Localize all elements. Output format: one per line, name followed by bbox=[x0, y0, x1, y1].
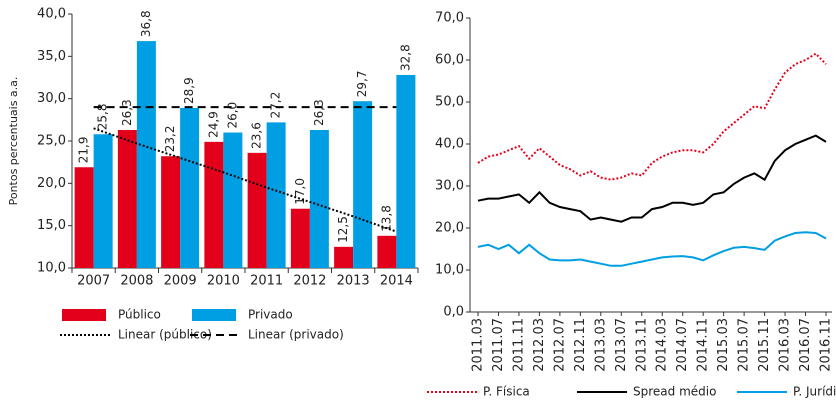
y-tick-label: 35,0 bbox=[37, 49, 66, 64]
y-tick-label: 15,0 bbox=[37, 218, 66, 233]
y-tick-label: 40,0 bbox=[37, 7, 66, 22]
y-tick-label: 20,0 bbox=[435, 221, 464, 236]
y-tick-label: 40,0 bbox=[435, 137, 464, 152]
value-label: 26,0 bbox=[225, 102, 239, 129]
bar bbox=[204, 141, 224, 268]
x-tick-label: 2011.11 bbox=[511, 318, 526, 372]
y-tick-label: 25,0 bbox=[37, 134, 66, 149]
x-tick-label: 2015.07 bbox=[737, 318, 752, 372]
trend-line bbox=[93, 127, 397, 233]
x-tick-label: 2015.03 bbox=[716, 318, 731, 372]
bar bbox=[247, 152, 267, 268]
bar bbox=[396, 74, 416, 269]
bar bbox=[180, 107, 200, 268]
series-line bbox=[477, 134, 827, 223]
y-tick-label: 70,0 bbox=[435, 11, 464, 26]
x-tick-label: 2013 bbox=[337, 274, 370, 289]
x-tick-label: 2013.07 bbox=[614, 318, 629, 372]
x-tick-label: 2016.03 bbox=[778, 318, 793, 372]
x-tick-label: 2013.03 bbox=[593, 318, 608, 372]
x-tick-label: 2011.07 bbox=[491, 318, 506, 372]
bar bbox=[334, 246, 354, 268]
legend-label: Linear (privado) bbox=[248, 328, 344, 342]
x-tick-label: 2008 bbox=[120, 274, 153, 289]
bar bbox=[309, 129, 329, 268]
x-tick-label: 2011 bbox=[250, 274, 283, 289]
x-tick-label: 2010 bbox=[207, 274, 240, 289]
value-label: 28,9 bbox=[182, 77, 196, 104]
x-tick-label: 2016.11 bbox=[819, 318, 834, 372]
bar bbox=[290, 208, 310, 268]
x-tick-label: 2011.03 bbox=[471, 318, 486, 372]
value-label: 26,3 bbox=[120, 99, 134, 126]
y-tick-label: 10,0 bbox=[435, 263, 464, 278]
value-label: 32,8 bbox=[398, 44, 412, 71]
bar bbox=[136, 41, 156, 268]
bar bbox=[266, 122, 286, 268]
legend-label: Spread médio bbox=[633, 385, 716, 399]
x-tick-label: 2014.07 bbox=[675, 318, 690, 372]
value-label: 36,8 bbox=[139, 10, 153, 37]
legend-label: Privado bbox=[248, 308, 293, 322]
x-tick-label: 2012.11 bbox=[573, 318, 588, 372]
y-tick-label: 30,0 bbox=[435, 179, 464, 194]
y-axis-label: Pontos percentuais a.a. bbox=[7, 77, 20, 206]
x-tick-label: 2015.11 bbox=[757, 318, 772, 372]
x-tick-label: 2014.03 bbox=[655, 318, 670, 372]
value-label: 26,3 bbox=[312, 99, 326, 126]
legend-label: P. Jurídica bbox=[793, 385, 836, 399]
bar bbox=[377, 235, 397, 268]
bar bbox=[74, 167, 94, 268]
legend-label: P. Física bbox=[483, 385, 530, 399]
x-tick-label: 2012 bbox=[293, 274, 326, 289]
value-label: 29,7 bbox=[355, 70, 369, 97]
value-label: 23,6 bbox=[250, 122, 264, 149]
legend-label: Público bbox=[118, 308, 161, 322]
value-label: 21,9 bbox=[77, 137, 91, 164]
x-tick-label: 2007 bbox=[77, 274, 110, 289]
legend-swatch bbox=[62, 309, 106, 321]
value-label: 12,5 bbox=[336, 216, 350, 243]
y-tick-label: 0,0 bbox=[443, 305, 464, 320]
y-tick-label: 50,0 bbox=[435, 95, 464, 110]
x-tick-label: 2014 bbox=[380, 274, 413, 289]
y-tick-label: 60,0 bbox=[435, 53, 464, 68]
y-tick-label: 10,0 bbox=[37, 261, 66, 276]
y-tick-label: 20,0 bbox=[37, 176, 66, 191]
x-tick-label: 2012.03 bbox=[532, 318, 547, 372]
value-label: 13,8 bbox=[379, 205, 393, 232]
series-line bbox=[477, 231, 827, 267]
bar bbox=[93, 134, 113, 268]
legend-label: Linear (público) bbox=[118, 328, 212, 342]
x-tick-label: 2014.11 bbox=[696, 318, 711, 372]
legend-swatch bbox=[192, 309, 236, 321]
bar bbox=[117, 129, 137, 268]
bar bbox=[161, 156, 181, 268]
bar bbox=[223, 132, 243, 268]
x-tick-label: 2009 bbox=[164, 274, 197, 289]
x-tick-label: 2016.07 bbox=[798, 318, 813, 372]
x-tick-label: 2013.11 bbox=[634, 318, 649, 372]
value-label: 27,2 bbox=[269, 92, 283, 119]
bar bbox=[353, 101, 373, 268]
value-label: 25,8 bbox=[96, 104, 110, 131]
y-tick-label: 30,0 bbox=[37, 91, 66, 106]
value-label: 24,9 bbox=[206, 111, 220, 138]
x-tick-label: 2012.07 bbox=[552, 318, 567, 372]
value-label: 17,0 bbox=[293, 178, 307, 205]
value-label: 23,2 bbox=[163, 126, 177, 153]
